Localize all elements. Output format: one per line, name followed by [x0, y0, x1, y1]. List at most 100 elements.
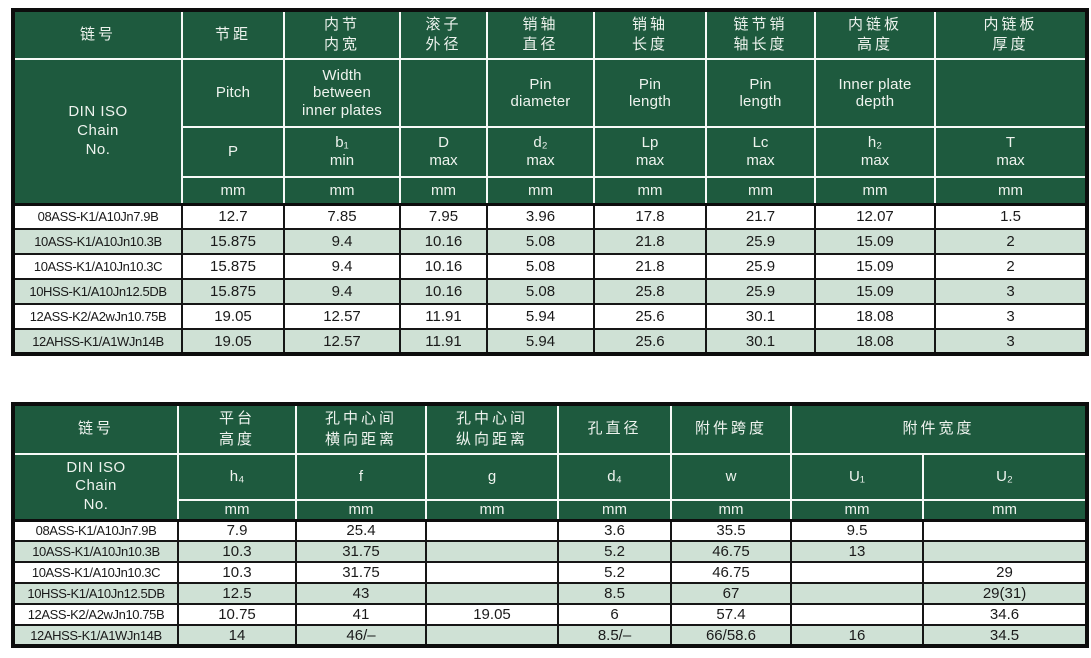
value-cell: 9.4 — [283, 228, 401, 255]
value-cell — [921, 540, 1089, 563]
chain-no-cell: 10ASS-K1/A10Jn10.3C — [12, 253, 183, 280]
table-row: 08ASS-K1/A10Jn7.9B 12.7 7.85 7.95 3.96 17.8 21… — [12, 202, 1088, 230]
unit-cell: mm — [181, 176, 285, 205]
header-symbol-h2: h₂ max — [814, 126, 936, 178]
value-cell: 30.1 — [705, 328, 816, 355]
unit-cell: mm — [399, 176, 488, 205]
unit-cell: mm — [486, 176, 595, 205]
value-cell: 21.8 — [593, 228, 707, 255]
chain-spec-table: 链号 节距 内节 内宽 滚子 外径 销轴 直径 销轴 长度 链节销 轴长度 内链… — [11, 8, 1089, 356]
value-cell: 25.8 — [593, 278, 707, 305]
header-symbol-lc: Lc max — [705, 126, 816, 178]
chain-no-cell: 12ASS-K2/A2wJn10.75B — [12, 303, 183, 330]
value-cell: 30.1 — [705, 303, 816, 330]
header-row-chinese: 链号 节距 内节 内宽 滚子 外径 销轴 直径 销轴 长度 链节销 轴长度 内链… — [12, 9, 1088, 60]
unit-cell: mm — [425, 499, 559, 521]
header-platform-height-cn: 平台 高度 — [177, 403, 297, 455]
value-cell — [425, 582, 559, 605]
header-symbol-b1: b₁ min — [283, 126, 401, 178]
value-cell: 15.09 — [814, 253, 936, 280]
header-plate-thickness-en — [934, 58, 1088, 128]
value-cell — [425, 561, 559, 584]
header-symbol-u1: U₁ — [790, 453, 924, 501]
header-pin-dia-cn: 销轴 直径 — [486, 9, 595, 60]
value-cell: 10.16 — [399, 278, 488, 305]
value-cell: 7.95 — [399, 202, 488, 230]
header-symbol-d2: d₂ max — [486, 126, 595, 178]
header-plate-thickness-cn: 内链板 厚度 — [934, 9, 1088, 60]
value-cell: 3 — [934, 303, 1088, 330]
value-cell: 3 — [934, 278, 1088, 305]
chain-spec-body: 08ASS-K1/A10Jn7.9B 12.7 7.85 7.95 3.96 17.8 21… — [12, 202, 1088, 355]
value-cell — [425, 540, 559, 563]
value-cell — [425, 518, 559, 542]
value-cell — [425, 624, 559, 647]
value-cell: 35.5 — [670, 518, 792, 542]
value-cell: 5.94 — [486, 303, 595, 330]
header-row-symbols: P b₁ min D max d₂ max Lp max Lc max h₂ m… — [13, 126, 1088, 178]
header-symbol-lp: Lp max — [593, 126, 707, 178]
value-cell: 19.05 — [181, 328, 285, 355]
unit-cell: mm — [705, 176, 816, 205]
chain-no-cell: 10HSS-K1/A10Jn12.5DB — [12, 582, 179, 605]
value-cell: 3.96 — [486, 202, 595, 230]
value-cell: 31.75 — [295, 561, 427, 584]
table-row: 12ASS-K2/A2wJn10.75B 10.75 41 19.05 6 57.4 34.… — [12, 603, 1089, 626]
header-row-chinese: 链号 平台 高度 孔中心间 横向距离 孔中心间 纵向距离 孔直径 附件跨度 附件… — [12, 403, 1089, 455]
value-cell: 2 — [934, 253, 1088, 280]
header-row-english: DIN ISO Chain No. Pitch Width between in… — [12, 58, 1088, 205]
header-link-pin-length-en: Pin length — [705, 58, 816, 128]
header-symbol-g: g — [425, 453, 559, 501]
header-hole-transverse-cn: 孔中心间 横向距离 — [295, 403, 427, 455]
value-cell: 15.09 — [814, 228, 936, 255]
value-cell: 1.5 — [934, 202, 1088, 230]
value-cell: 25.9 — [705, 228, 816, 255]
value-cell: 17.8 — [593, 202, 707, 230]
value-cell — [921, 518, 1089, 542]
value-cell: 31.75 — [295, 540, 427, 563]
header-pin-dia-en: Pin diameter — [486, 58, 595, 128]
value-cell: 5.2 — [557, 561, 672, 584]
value-cell: 8.5/– — [557, 624, 672, 647]
value-cell: 15.875 — [181, 253, 285, 280]
chain-no-cell: 10ASS-K1/A10Jn10.3B — [12, 228, 183, 255]
header-hole-longitudinal-cn: 孔中心间 纵向距离 — [425, 403, 559, 455]
unit-cell: mm — [790, 499, 924, 521]
value-cell: 9.4 — [283, 253, 401, 280]
value-cell: 16 — [790, 624, 924, 647]
table-row: 10ASS-K1/A10Jn10.3B 15.875 9.4 10.16 5.08 21.… — [12, 228, 1088, 255]
value-cell: 12.7 — [181, 202, 285, 230]
value-cell: 41 — [295, 603, 427, 626]
value-cell: 25.6 — [593, 303, 707, 330]
table-row: 10ASS-K1/A10Jn10.3C 15.875 9.4 10.16 5.08 21.… — [12, 253, 1088, 280]
header-inner-width-en: Width between inner plates — [283, 58, 401, 128]
value-cell: 5.94 — [486, 328, 595, 355]
value-cell — [790, 561, 924, 584]
chain-no-cell: 12AHSS-K1/A1WJn14B — [12, 624, 179, 647]
unit-cell: mm — [593, 176, 707, 205]
header-symbol-t: T max — [934, 126, 1088, 178]
value-cell: 9.5 — [790, 518, 924, 542]
header-pin-length-cn: 销轴 长度 — [593, 9, 707, 60]
header-symbol-w: w — [670, 453, 792, 501]
value-cell: 29(31) — [921, 582, 1089, 605]
value-cell: 34.6 — [921, 603, 1089, 626]
table-row: 10HSS-K1/A10Jn12.5DB 12.5 43 8.5 67 29(31) — [12, 582, 1089, 605]
value-cell: 10.16 — [399, 228, 488, 255]
value-cell: 25.9 — [705, 278, 816, 305]
value-cell: 10.3 — [177, 540, 297, 563]
chain-spec-header: 链号 节距 内节 内宽 滚子 外径 销轴 直径 销轴 长度 链节销 轴长度 内链… — [12, 9, 1088, 205]
chain-no-cell: 08ASS-K1/A10Jn7.9B — [12, 202, 183, 230]
value-cell: 29 — [921, 561, 1089, 584]
header-pitch-en: Pitch — [181, 58, 285, 128]
value-cell: 18.08 — [814, 328, 936, 355]
header-din-iso-chain-no: DIN ISO Chain No. — [12, 58, 183, 205]
value-cell: 11.91 — [399, 303, 488, 330]
value-cell: 43 — [295, 582, 427, 605]
unit-cell: mm — [177, 499, 297, 521]
header-inner-width-cn: 内节 内宽 — [283, 9, 401, 60]
value-cell: 5.08 — [486, 278, 595, 305]
header-roller-dia-cn: 滚子 外径 — [399, 9, 488, 60]
value-cell: 10.3 — [177, 561, 297, 584]
header-plate-depth-en: Inner plate depth — [814, 58, 936, 128]
